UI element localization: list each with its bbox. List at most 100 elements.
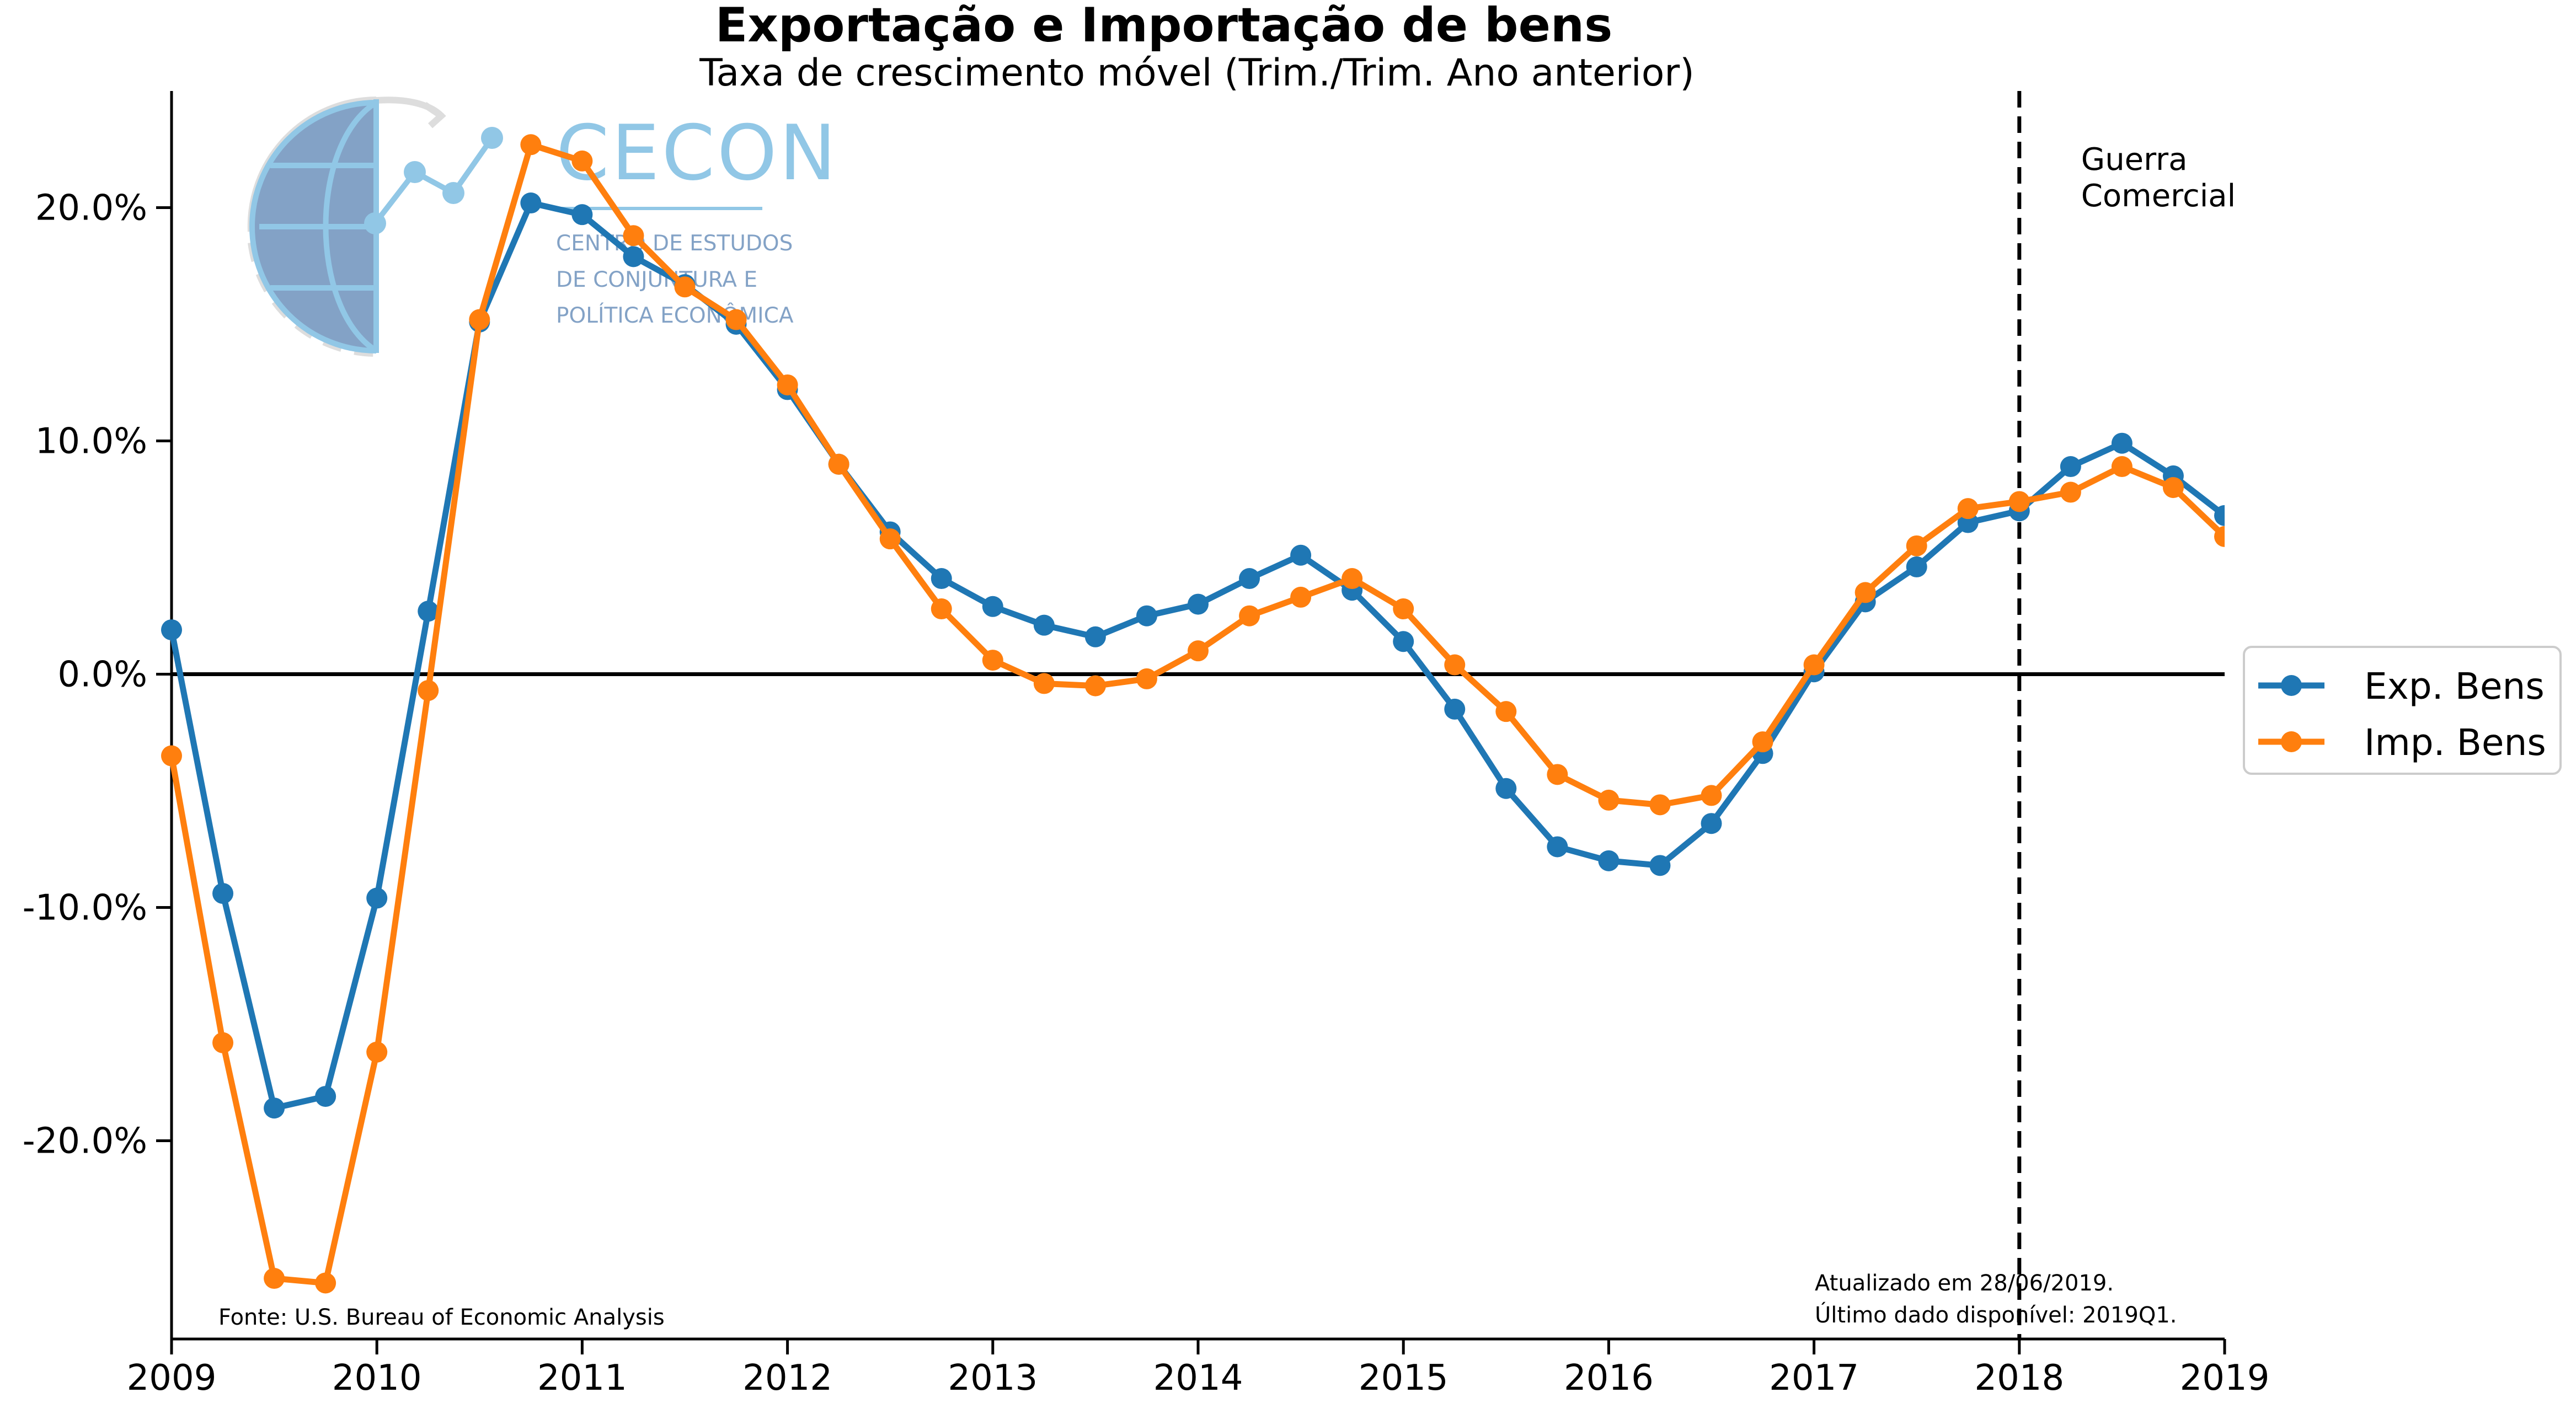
data-point: [1649, 794, 1671, 816]
data-point: [623, 225, 644, 247]
data-point: [1393, 631, 1414, 652]
data-point: [366, 887, 388, 909]
data-point: [315, 1272, 336, 1294]
data-point: [1495, 778, 1517, 799]
source-note: Fonte: U.S. Bureau of Economic Analysis: [218, 1305, 665, 1330]
data-point: [1701, 785, 1722, 806]
trade-war-label-line1: Guerra: [2081, 142, 2188, 178]
data-point: [366, 1041, 388, 1063]
x-tick-label: 2012: [742, 1358, 832, 1399]
x-tick-label: 2011: [537, 1358, 627, 1399]
data-point: [1906, 556, 1927, 577]
legend-label: Exp. Bens: [2364, 665, 2545, 708]
data-point: [1803, 654, 1825, 676]
data-point: [1188, 640, 1209, 662]
data-point: [674, 276, 696, 298]
data-point: [1136, 668, 1157, 689]
data-point: [264, 1097, 285, 1119]
data-point: [571, 150, 593, 172]
data-point: [1033, 614, 1055, 636]
data-point: [1598, 850, 1620, 871]
logo-trend-dot: [481, 127, 503, 149]
data-point: [1084, 675, 1106, 697]
data-point: [931, 598, 952, 620]
data-point: [777, 374, 798, 395]
data-point: [1649, 855, 1671, 876]
data-point: [1084, 626, 1106, 647]
data-point: [1598, 789, 1620, 811]
data-point: [571, 204, 593, 226]
chart-subtitle: Taxa de crescimento móvel (Trim./Trim. A…: [699, 51, 1695, 95]
data-point: [2214, 526, 2225, 547]
x-tick-label: 2013: [948, 1358, 1038, 1399]
data-point: [2162, 477, 2184, 499]
data-point: [1033, 673, 1055, 694]
data-point: [1239, 605, 1260, 626]
data-point: [212, 1032, 234, 1053]
y-tick-label: 20.0%: [35, 188, 147, 228]
data-point: [1136, 605, 1157, 626]
data-point: [520, 134, 542, 156]
cecon-logo: CECON CENTRO DE ESTUDOS DE CONJUNTURA E …: [247, 97, 838, 357]
logo-trend-dot: [364, 212, 386, 234]
data-point: [725, 309, 747, 330]
logo-name: CECON: [556, 109, 838, 197]
data-point: [982, 596, 1003, 617]
data-point: [1495, 701, 1517, 722]
data-point: [2111, 432, 2133, 454]
legend: Exp. Bens Imp. Bens: [2243, 646, 2562, 775]
data-point: [828, 453, 849, 475]
logo-tagline-3: POLÍTICA ECONÔMICA: [556, 302, 794, 328]
series-imp-bens: [161, 134, 2225, 1294]
data-point: [520, 192, 542, 214]
data-point: [982, 650, 1003, 671]
data-point: [1239, 568, 1260, 590]
data-point: [469, 309, 490, 330]
data-point: [418, 601, 439, 622]
update-note-line1: Atualizado em 28/06/2019.: [1815, 1271, 2114, 1296]
x-tick-label: 2009: [127, 1358, 217, 1399]
x-tick-label: 2016: [1564, 1358, 1654, 1399]
data-point: [879, 528, 901, 550]
data-point: [1290, 586, 1312, 608]
data-point: [161, 619, 182, 641]
x-tick-label: 2019: [2180, 1358, 2270, 1399]
legend-swatch-marker: [2281, 675, 2302, 696]
data-point: [212, 883, 234, 904]
y-tick-label: -10.0%: [23, 887, 147, 928]
x-tick-label: 2010: [332, 1358, 422, 1399]
data-point: [1701, 813, 1722, 834]
y-tick-label: -20.0%: [23, 1121, 147, 1161]
data-point: [2060, 481, 2081, 503]
data-point: [418, 680, 439, 701]
chart-title: Exportação e Importação de bens: [715, 0, 1613, 53]
logo-trend-dot: [442, 182, 464, 204]
data-point: [2060, 456, 2081, 478]
trade-war-label-line2: Comercial: [2081, 178, 2236, 214]
y-tick-label: 0.0%: [57, 654, 147, 695]
x-tick-label: 2018: [1974, 1358, 2064, 1399]
data-point: [264, 1268, 285, 1289]
data-point: [1957, 498, 1979, 519]
logo-arrow-icon: [376, 97, 446, 128]
x-tick-label: 2017: [1769, 1358, 1859, 1399]
data-point: [1547, 836, 1568, 858]
data-point: [161, 745, 182, 767]
update-note-line2: Último dado disponível: 2019Q1.: [1815, 1301, 2177, 1328]
data-point: [1906, 535, 1927, 556]
legend-swatch-marker: [2281, 731, 2302, 752]
data-point: [2214, 505, 2225, 526]
data-point: [1854, 582, 1876, 603]
data-point: [1188, 593, 1209, 615]
x-tick-label: 2014: [1153, 1358, 1243, 1399]
logo-tagline-1: CENTRO DE ESTUDOS: [556, 231, 793, 256]
data-point: [1547, 764, 1568, 785]
logo-globe-lines-icon: [249, 100, 378, 354]
logo-trend-icon: [373, 136, 495, 226]
logo-trend-dot: [404, 161, 426, 183]
data-point: [1290, 544, 1312, 566]
data-point: [931, 568, 952, 590]
data-point: [1444, 654, 1466, 676]
data-point: [1393, 598, 1414, 620]
